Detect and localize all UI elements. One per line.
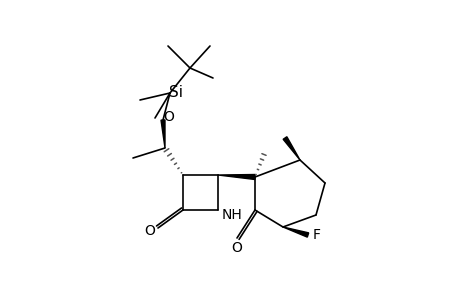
Text: F: F [312,228,320,242]
Polygon shape [218,175,255,179]
Polygon shape [161,120,165,148]
Text: Si: Si [168,85,183,100]
Text: NH: NH [221,208,242,222]
Polygon shape [283,137,299,160]
Text: O: O [144,224,155,238]
Text: O: O [231,241,242,255]
Polygon shape [282,227,308,237]
Text: O: O [163,110,174,124]
